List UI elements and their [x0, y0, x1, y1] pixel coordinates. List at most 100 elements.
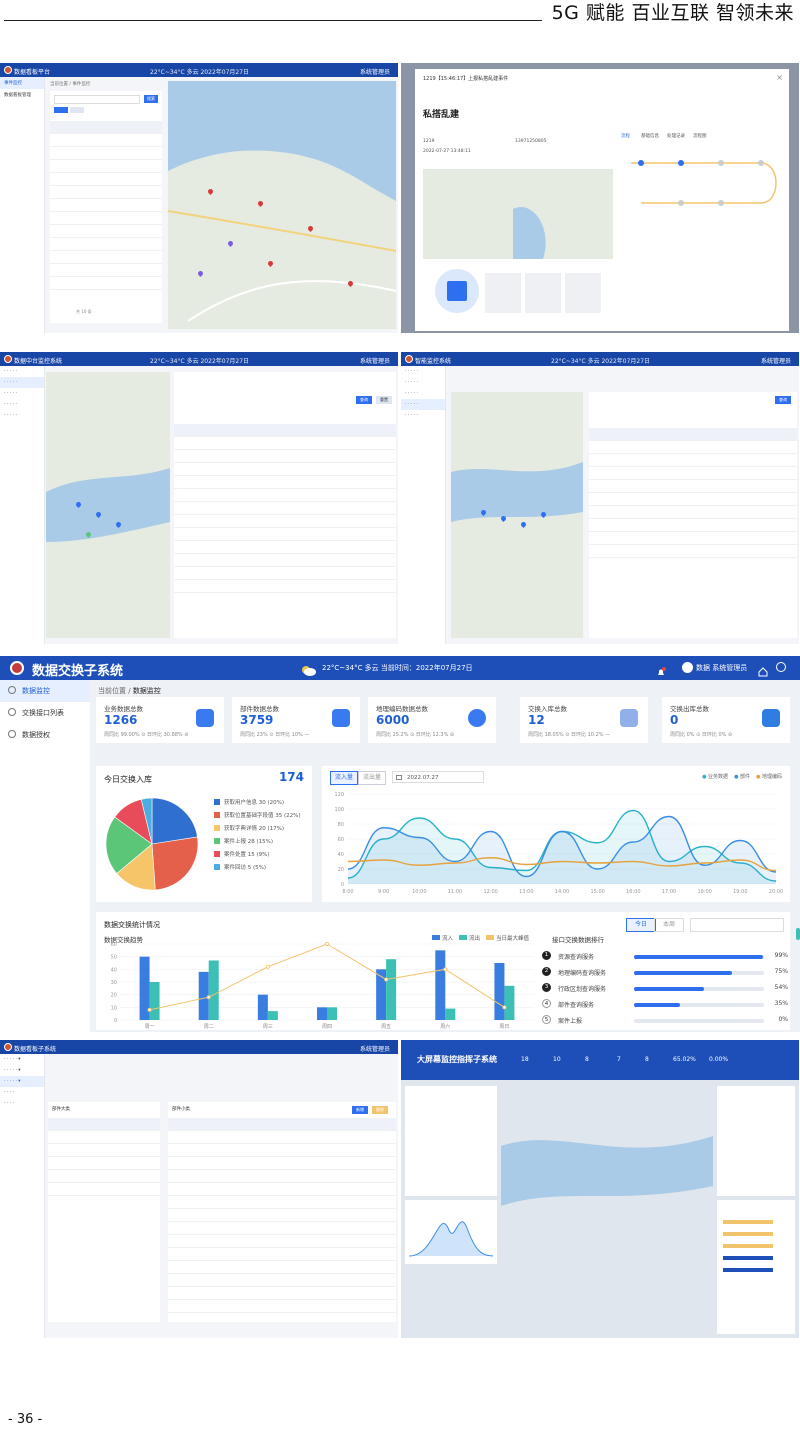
table-row[interactable] [50, 147, 162, 160]
table-row[interactable] [48, 1144, 160, 1157]
table-row[interactable] [174, 489, 396, 502]
sidebar-item-board[interactable]: 数据看板管理 [4, 93, 31, 98]
series-line[interactable] [347, 857, 777, 872]
table-row[interactable] [48, 1131, 160, 1144]
user-menu[interactable]: 系统管理员 [760, 358, 791, 365]
close-icon[interactable]: × [776, 73, 783, 82]
table-row[interactable] [589, 467, 797, 480]
sidebar-item[interactable]: · · · · · [4, 391, 17, 396]
table-row[interactable] [174, 463, 396, 476]
sidebar-item[interactable]: · · · · · ▾ [4, 1057, 21, 1062]
power-icon[interactable] [776, 662, 786, 672]
sidebar-item-interfaces[interactable]: 交换接口列表 [0, 702, 90, 724]
map-view[interactable] [168, 81, 396, 329]
sidebar-item[interactable]: · · · · · [405, 380, 418, 385]
search-button[interactable]: 搜索 [144, 95, 158, 103]
photo-slot[interactable] [485, 273, 521, 313]
pie-slice[interactable] [151, 836, 199, 891]
query-button[interactable]: 查询 [775, 396, 791, 404]
table-row[interactable] [168, 1131, 396, 1144]
bar[interactable] [494, 963, 505, 1020]
bar[interactable] [435, 950, 446, 1020]
tab-inflow[interactable]: 流入量 [330, 771, 358, 785]
map-view[interactable] [451, 392, 583, 638]
sidebar-item[interactable]: · · · · · [405, 369, 418, 374]
sidebar-item[interactable]: · · · · · [4, 402, 17, 407]
detail-map[interactable] [423, 169, 613, 259]
table-row[interactable] [168, 1222, 396, 1235]
home-icon[interactable] [758, 662, 768, 677]
table-row[interactable] [168, 1209, 396, 1222]
table-row[interactable] [174, 580, 396, 593]
table-row[interactable] [168, 1287, 396, 1300]
peak-point[interactable] [324, 942, 329, 947]
table-row[interactable] [174, 437, 396, 450]
search-input[interactable] [54, 95, 140, 104]
table-row[interactable] [174, 476, 396, 489]
bell-icon[interactable] [656, 662, 666, 675]
sidebar-item-monitor[interactable]: 数据监控 [0, 680, 90, 702]
series-line[interactable] [347, 815, 777, 878]
table-row[interactable] [50, 238, 162, 251]
table-row[interactable] [168, 1248, 396, 1261]
sidebar-item-active[interactable]: · · · · · [401, 399, 445, 410]
table-row[interactable] [50, 186, 162, 199]
table-row[interactable] [589, 493, 797, 506]
table-row[interactable] [174, 502, 396, 515]
peak-point[interactable] [384, 977, 389, 982]
sidebar-item-active[interactable]: · · · · · ▾ [0, 1076, 44, 1087]
sidebar-item-active[interactable]: · · · · · [0, 377, 44, 388]
table-row[interactable] [168, 1300, 396, 1313]
tab-record[interactable]: 处理记录 [667, 134, 685, 139]
reset-button[interactable]: 重置 [376, 396, 392, 404]
tab-chart[interactable]: 流程图 [693, 134, 707, 139]
table-row[interactable] [168, 1183, 396, 1196]
table-row[interactable] [589, 480, 797, 493]
sidebar-item-auth[interactable]: 数据授权 [0, 724, 90, 746]
tab-outflow[interactable]: 流出量 [358, 771, 386, 785]
peak-point[interactable] [502, 1005, 507, 1010]
query-button[interactable]: 查询 [356, 396, 372, 404]
sidebar-item[interactable]: · · · · · [405, 391, 418, 396]
table-row[interactable] [168, 1196, 396, 1209]
bar[interactable] [149, 982, 160, 1020]
table-row[interactable] [48, 1157, 160, 1170]
table-row[interactable] [174, 541, 396, 554]
table-row[interactable] [168, 1170, 396, 1183]
tab-flow[interactable]: 流程 [621, 134, 630, 139]
bar[interactable] [267, 1011, 278, 1020]
table-row[interactable] [50, 277, 162, 290]
table-row[interactable] [50, 225, 162, 238]
bar[interactable] [257, 994, 268, 1020]
table-row[interactable] [50, 199, 162, 212]
add-button[interactable]: 新增 [352, 1106, 368, 1114]
avatar[interactable] [682, 662, 693, 673]
table-row[interactable] [589, 532, 797, 545]
bar[interactable] [198, 971, 209, 1020]
table-row[interactable] [589, 454, 797, 467]
tab-info[interactable]: 基础信息 [641, 134, 659, 139]
sidebar-item-event[interactable]: 事件监控 [0, 77, 44, 89]
table-row[interactable] [50, 264, 162, 277]
table-row[interactable] [48, 1170, 160, 1183]
table-row[interactable] [50, 251, 162, 264]
pie-slice[interactable] [151, 797, 198, 845]
bar[interactable] [139, 956, 150, 1020]
map-view[interactable] [46, 372, 170, 638]
pie-slice[interactable] [140, 797, 153, 845]
date-picker[interactable]: 2022.07.27 [392, 771, 484, 783]
user-menu[interactable]: 系统管理员 [359, 358, 390, 365]
table-row[interactable] [174, 567, 396, 580]
table-row[interactable] [589, 506, 797, 519]
bar[interactable] [386, 959, 397, 1020]
bar[interactable] [504, 985, 515, 1020]
sidebar-item[interactable]: · · · · · [4, 369, 17, 374]
sidebar-item[interactable]: · · · · · [4, 413, 17, 418]
sidebar-item[interactable]: · · · · · ▾ [4, 1068, 21, 1073]
table-row[interactable] [174, 554, 396, 567]
user-menu[interactable]: 数据 系统管理员 [696, 664, 748, 672]
peak-point[interactable] [206, 995, 211, 1000]
table-row[interactable] [168, 1144, 396, 1157]
table-row[interactable] [50, 160, 162, 173]
user-menu[interactable]: 系统管理员 [359, 1046, 390, 1053]
